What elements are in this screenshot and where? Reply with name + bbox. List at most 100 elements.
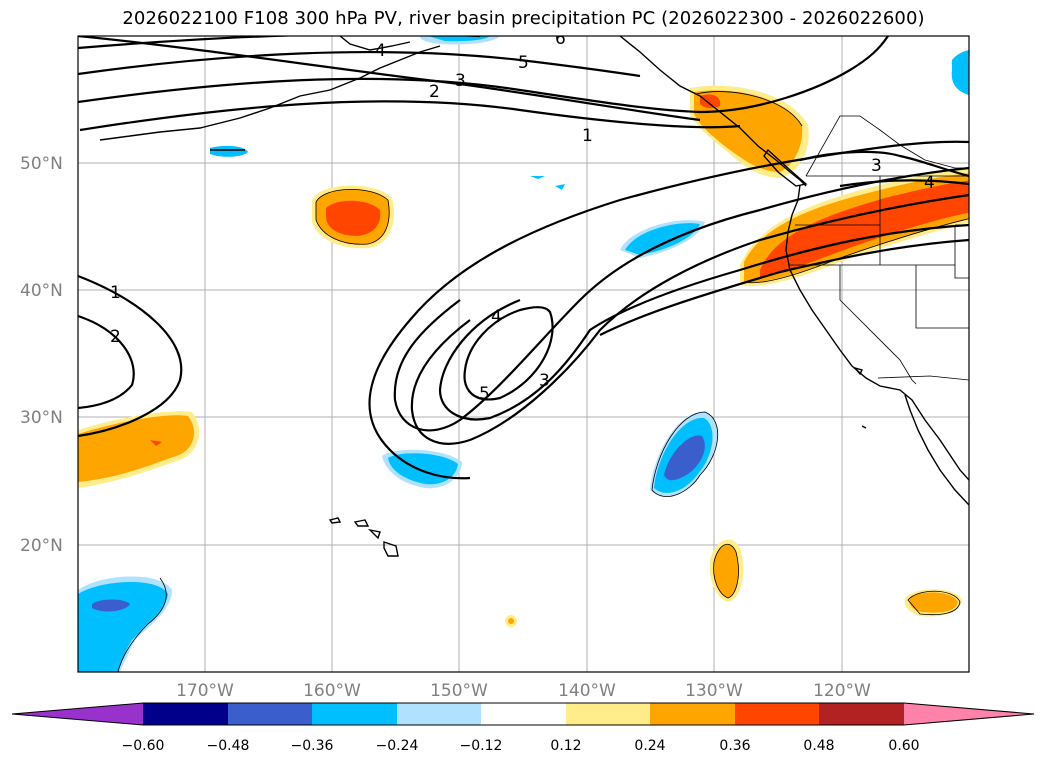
california-border <box>839 265 917 385</box>
pv-contour-3-south <box>599 238 969 336</box>
precip-bc-core <box>700 94 721 109</box>
coastlines <box>99 36 969 557</box>
alaska-peninsula <box>339 36 411 51</box>
precip-central-contour <box>315 188 390 245</box>
lon-label-170w: 170°W <box>176 681 234 701</box>
colorbar-tick-label: −0.36 <box>291 738 334 754</box>
pv-contour-4-trough <box>438 223 969 421</box>
pv-contour-2 <box>393 166 969 432</box>
precip-central-core <box>326 200 381 236</box>
precip-pos-se-contour <box>907 590 961 616</box>
pv-label-1: 1 <box>582 126 593 146</box>
colorbar-tick-label: −0.12 <box>460 738 503 754</box>
precip-neg-sw-core <box>92 599 130 612</box>
pv-label-5-trough: 5 <box>479 384 490 404</box>
pv-contour-5-trough <box>463 306 554 401</box>
map-border <box>77 35 970 673</box>
pv-contour-4-east <box>839 179 969 188</box>
colorbar-outline <box>11 702 1035 726</box>
colorbar-tick-label: −0.60 <box>122 738 165 754</box>
aleutian-chain <box>99 45 441 141</box>
colorbar-segment-3 <box>312 703 397 725</box>
precip-neg-topright <box>951 50 969 95</box>
precip-neg-top <box>428 36 490 42</box>
pv-contour-3-east <box>799 150 969 178</box>
colorbar-tick-label: 0.24 <box>634 738 665 754</box>
lat-label-50n: 50°N <box>20 154 63 174</box>
precip-neg-east-core <box>664 435 705 481</box>
pv-label-3: 3 <box>455 71 466 91</box>
precip-pos-south-contour <box>713 543 739 599</box>
map-area <box>78 36 969 672</box>
pv-label-4: 4 <box>375 41 386 61</box>
lon-label-140w: 140°W <box>558 681 616 701</box>
colorbar-segment-9 <box>819 703 904 725</box>
colorbar-extend-low <box>12 703 143 725</box>
pv-contour-4-top <box>78 36 701 122</box>
pv-label-2-west: 2 <box>110 327 121 347</box>
pv-label-1-west: 1 <box>110 283 121 303</box>
precip-neg-mid <box>625 223 700 255</box>
pv-label-4-east: 4 <box>924 173 935 193</box>
nevada-border <box>790 225 955 266</box>
latitude-labels: 50°N 40°N 30°N 20°N <box>20 154 63 556</box>
lat-label-20n: 20°N <box>20 536 63 556</box>
pv-label-4-trough: 4 <box>491 307 502 327</box>
pv-label-5: 5 <box>518 53 529 73</box>
hawaii <box>328 517 399 557</box>
baja-coast <box>904 394 969 506</box>
lon-label-120w: 120°W <box>813 681 871 701</box>
colorbar-extend-high <box>904 703 1034 725</box>
pv-contour-2-top <box>79 100 741 132</box>
precip-band-core <box>760 180 969 278</box>
precip-west <box>78 415 195 482</box>
colorbar-tick-label: 0.60 <box>888 738 919 754</box>
mexico-border <box>877 375 969 381</box>
pv-contour-1-west <box>78 274 183 438</box>
bc-border <box>805 115 969 177</box>
precip-neg-east-contour <box>651 411 719 497</box>
precip-neg-dot-a <box>530 176 545 179</box>
precip-neg-sw-contour <box>117 577 167 672</box>
graticule <box>78 36 969 672</box>
precip-pos-dot-core <box>508 618 514 624</box>
colorbar-segment-2 <box>228 703 312 725</box>
pv-contours <box>78 36 969 480</box>
colorbar-segment-5 <box>481 703 566 725</box>
pv-contour-labels: 6 5 4 3 2 1 1 2 4 5 3 3 4 <box>110 29 935 404</box>
channel-islands <box>853 366 867 429</box>
pv-contour-3-trough <box>410 193 969 445</box>
precip-pos-se <box>909 592 958 613</box>
precip-pos-south <box>713 544 739 598</box>
precip-neg-small-north <box>210 145 248 157</box>
pv-label-3-east: 3 <box>871 156 882 176</box>
lon-label-150w: 150°W <box>430 681 488 701</box>
precip-west-core <box>150 440 162 446</box>
arizona-border <box>915 265 969 329</box>
map-title: 2026022100 F108 300 hPa PV, river basin … <box>122 8 925 29</box>
colorbar-tick-label: 0.12 <box>550 738 581 754</box>
colorbar-ticks: −0.60 −0.48 −0.36 −0.24 −0.12 0.12 0.24 … <box>122 738 920 754</box>
lat-label-40n: 40°N <box>20 281 63 301</box>
colorbar-tick-label: −0.48 <box>207 738 250 754</box>
lat-label-30n: 30°N <box>20 408 63 428</box>
colorbar-segment-8 <box>735 703 819 725</box>
pv-label-2: 2 <box>429 82 440 102</box>
colorbar: −0.60 −0.48 −0.36 −0.24 −0.12 0.12 0.24 … <box>11 702 1035 754</box>
pv-contour-3 <box>78 36 889 114</box>
colorbar-segment-4 <box>397 703 481 725</box>
bc-coast <box>619 36 807 187</box>
colorbar-segment-6 <box>566 703 650 725</box>
precip-neg-dot-b <box>555 184 565 190</box>
pv-label-6: 6 <box>555 29 566 49</box>
colorbar-tick-label: 0.36 <box>719 738 750 754</box>
lon-label-130w: 130°W <box>685 681 743 701</box>
precip-bc-contour <box>695 91 803 127</box>
colorbar-tick-label: −0.24 <box>376 738 419 754</box>
lon-label-160w: 160°W <box>303 681 361 701</box>
pv-label-3-trough: 3 <box>539 371 550 391</box>
us-coast <box>785 184 969 481</box>
colorbar-tick-label: 0.48 <box>803 738 834 754</box>
colorbar-segment-7 <box>650 703 735 725</box>
